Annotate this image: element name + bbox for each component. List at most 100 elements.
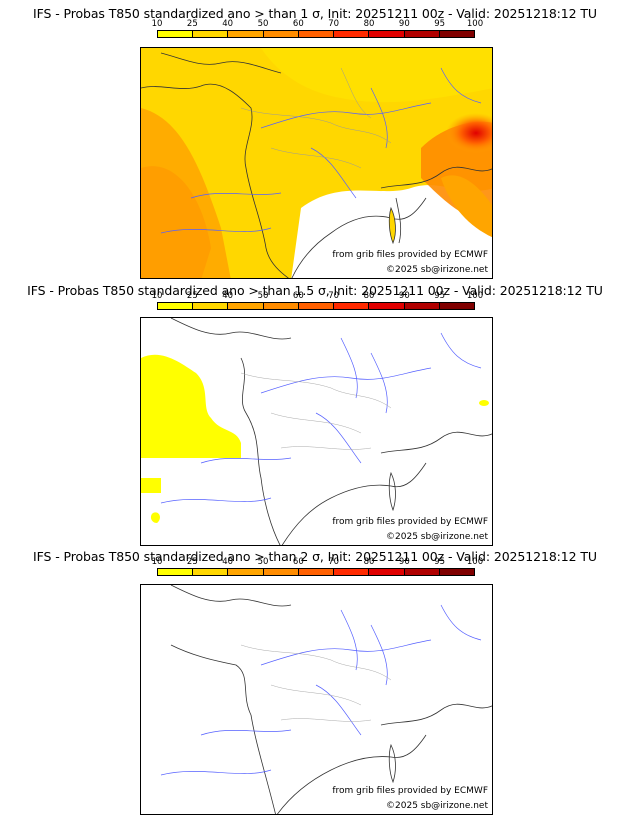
map-svg [141, 318, 492, 545]
colorbar-labels: 10 25 40 50 60 70 80 90 95 100 [152, 557, 484, 568]
colorbar-swatch [228, 569, 264, 575]
colorbar-tick-label: 90 [398, 19, 410, 29]
colorbar-swatch [334, 303, 370, 309]
colorbar-labels: 10 25 40 50 60 70 80 90 95 100 [152, 291, 484, 302]
source-credit: from grib files provided by ECMWF [332, 517, 488, 527]
colorbar-swatch [439, 569, 474, 575]
colorbar: 10 25 40 50 60 70 80 90 95 100 [152, 291, 484, 313]
colorbar-swatch [193, 303, 229, 309]
map-area: from grib files provided by ECMWF ©2025 … [140, 317, 493, 546]
source-credit: from grib files provided by ECMWF [332, 250, 488, 260]
colorbar-swatch [263, 303, 299, 309]
colorbar-tick-label: 80 [363, 19, 375, 29]
alps-max [446, 113, 492, 153]
colorbar-tick-label: 80 [363, 291, 375, 301]
borders [240, 644, 392, 722]
colorbar-tick-label: 40 [222, 557, 234, 567]
probability-band-high [441, 175, 492, 238]
colorbar-swatch [404, 569, 440, 575]
colorbar-tick-label: 70 [328, 557, 340, 567]
colorbar-tick-label: 100 [466, 19, 484, 29]
rivers [160, 67, 482, 234]
rivers [160, 332, 482, 504]
map-panel-2: IFS - Probas T850 standardized ano > tha… [0, 282, 630, 548]
probability-fill [141, 478, 161, 493]
colorbar-swatch [263, 31, 299, 37]
colorbar-swatch [228, 303, 264, 309]
borders [240, 67, 392, 169]
copyright: ©2025 sb@irizone.net [386, 532, 488, 542]
colorbar: 10 25 40 50 60 70 80 90 95 100 [152, 557, 484, 579]
colorbar-swatch [369, 303, 405, 309]
colorbar-tick-label: 95 [434, 557, 446, 567]
colorbar-swatch [439, 31, 474, 37]
colorbar-tick-label: 40 [222, 291, 234, 301]
colorbar-swatch [334, 31, 370, 37]
colorbar-swatch [298, 31, 335, 37]
map-area: from grib files provided by ECMWF ©2025 … [140, 584, 493, 815]
copyright: ©2025 sb@irizone.net [386, 801, 488, 811]
probability-fill [141, 354, 241, 458]
colorbar-boxes [157, 302, 475, 310]
colorbar-tick-label: 100 [466, 557, 484, 567]
panel-title: IFS - Probas T850 standardized ano > tha… [33, 549, 597, 564]
source-credit: from grib files provided by ECMWF [332, 786, 488, 796]
colorbar-swatch [298, 569, 335, 575]
colorbar-swatch [404, 303, 440, 309]
colorbar-tick-label: 60 [292, 19, 304, 29]
probability-fill [479, 400, 489, 406]
colorbar-tick-label: 100 [466, 291, 484, 301]
colorbar-tick-label: 90 [398, 291, 410, 301]
colorbar-swatch [158, 31, 194, 37]
colorbar-boxes [157, 568, 475, 576]
coastlines [170, 585, 492, 814]
map-panel-3: IFS - Probas T850 standardized ano > tha… [0, 548, 630, 828]
colorbar-swatch [439, 303, 474, 309]
colorbar-swatch [158, 569, 194, 575]
colorbar-swatch [369, 31, 405, 37]
colorbar-tick-label: 60 [292, 557, 304, 567]
colorbar-tick-label: 90 [398, 557, 410, 567]
colorbar-tick-label: 95 [434, 19, 446, 29]
panel-title: IFS - Probas T850 standardized ano > tha… [33, 6, 597, 21]
colorbar-swatch [263, 569, 299, 575]
colorbar-swatch [193, 569, 229, 575]
coastlines [170, 318, 492, 545]
colorbar-boxes [157, 30, 475, 38]
colorbar-tick-label: 25 [186, 557, 198, 567]
colorbar-labels: 10 25 40 50 60 70 80 90 95 100 [152, 19, 484, 30]
colorbar: 10 25 40 50 60 70 80 90 95 100 [152, 19, 484, 41]
colorbar-tick-label: 10 [151, 557, 163, 567]
colorbar-swatch [193, 31, 229, 37]
map-panel-1: IFS - Probas T850 standardized ano > tha… [0, 0, 630, 282]
probability-fill [150, 512, 160, 523]
colorbar-swatch [404, 31, 440, 37]
colorbar-tick-label: 10 [151, 291, 163, 301]
map-svg [160, 585, 492, 814]
corsica [388, 206, 396, 245]
colorbar-swatch [369, 569, 405, 575]
map-area: from grib files provided by ECMWF ©2025 … [140, 47, 493, 279]
colorbar-tick-label: 80 [363, 557, 375, 567]
colorbar-swatch [334, 569, 370, 575]
colorbar-tick-label: 60 [292, 291, 304, 301]
probability-band-high [141, 166, 211, 278]
copyright: ©2025 sb@irizone.net [386, 265, 488, 275]
colorbar-tick-label: 10 [151, 19, 163, 29]
colorbar-tick-label: 70 [328, 291, 340, 301]
colorbar-tick-label: 50 [257, 557, 269, 567]
map-svg [141, 48, 492, 278]
colorbar-tick-label: 25 [186, 19, 198, 29]
panel-title: IFS - Probas T850 standardized ano > tha… [27, 283, 603, 298]
colorbar-tick-label: 95 [434, 291, 446, 301]
colorbar-tick-label: 40 [222, 19, 234, 29]
colorbar-swatch [228, 31, 264, 37]
probability-band-low [261, 48, 492, 103]
colorbar-tick-label: 70 [328, 19, 340, 29]
colorbar-tick-label: 50 [257, 19, 269, 29]
colorbar-tick-label: 50 [257, 291, 269, 301]
colorbar-swatch [298, 303, 335, 309]
borders [240, 372, 392, 450]
colorbar-tick-label: 25 [186, 291, 198, 301]
colorbar-swatch [158, 303, 194, 309]
